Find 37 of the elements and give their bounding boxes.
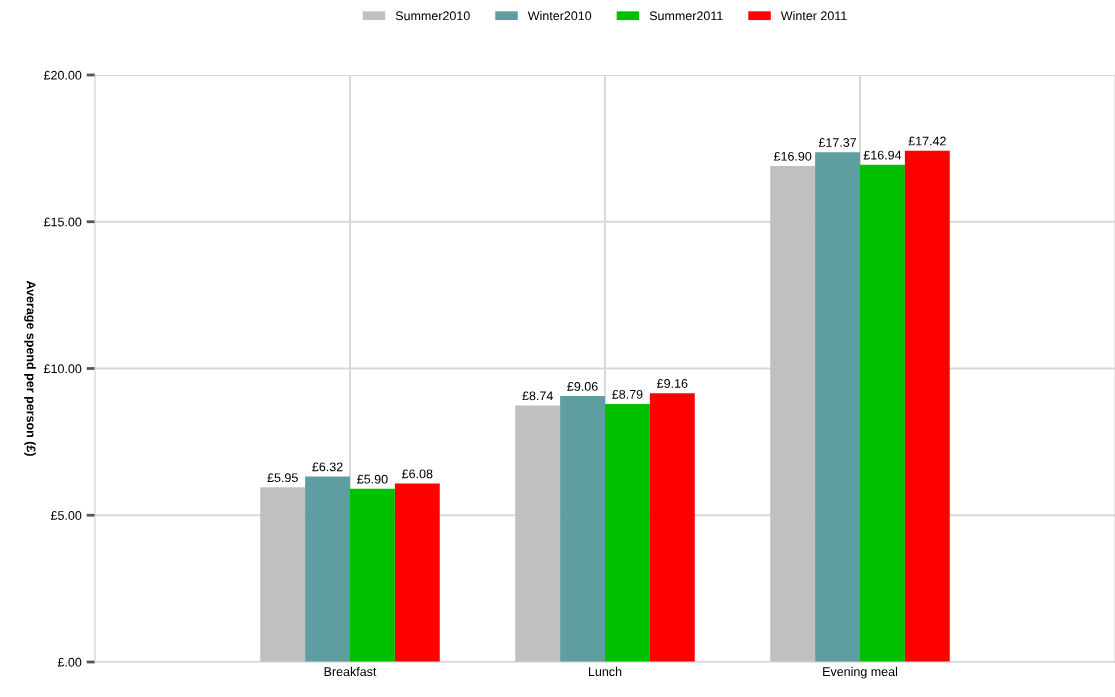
data-label: £6.08 — [402, 469, 433, 479]
data-label: £5.90 — [357, 474, 388, 484]
x-tick-label: Lunch — [589, 666, 622, 677]
data-label: £8.79 — [612, 389, 643, 399]
bar — [560, 396, 605, 662]
bar — [350, 488, 395, 662]
data-label: £5.95 — [267, 473, 298, 483]
x-tick-label: Breakfast — [324, 666, 377, 677]
data-label: £8.74 — [522, 391, 553, 401]
data-label: £17.42 — [908, 136, 946, 146]
legend-label: Winter2010 — [527, 11, 592, 21]
data-label: £6.32 — [312, 462, 343, 472]
y-tick-label: £15.00 — [43, 217, 82, 227]
data-label: £16.94 — [863, 150, 902, 160]
bar — [770, 165, 816, 662]
x-tick-label: Evening meal — [823, 666, 898, 679]
y-tick-label: £10.00 — [43, 364, 82, 374]
bar — [649, 393, 695, 662]
legend-label: Winter 2011 — [780, 11, 847, 21]
legend-label: Summer2010 — [395, 11, 470, 21]
bar — [394, 483, 440, 662]
y-tick-label: £5.00 — [50, 511, 82, 520]
legend-label: Summer2011 — [649, 11, 723, 21]
bar — [305, 476, 350, 662]
data-label: £17.37 — [818, 138, 857, 147]
bar — [605, 404, 650, 662]
data-label: £9.06 — [567, 381, 598, 391]
y-axis-title: Average spend per person (£) — [24, 280, 36, 456]
y-tick-label: £.00 — [57, 657, 82, 667]
data-label: £16.90 — [773, 151, 812, 161]
bar — [260, 487, 306, 662]
bar — [815, 152, 860, 662]
bar — [860, 164, 905, 662]
bar — [515, 405, 561, 662]
data-label: £9.16 — [657, 379, 688, 388]
bar — [904, 150, 950, 662]
y-tick-label: £20.00 — [43, 70, 82, 80]
